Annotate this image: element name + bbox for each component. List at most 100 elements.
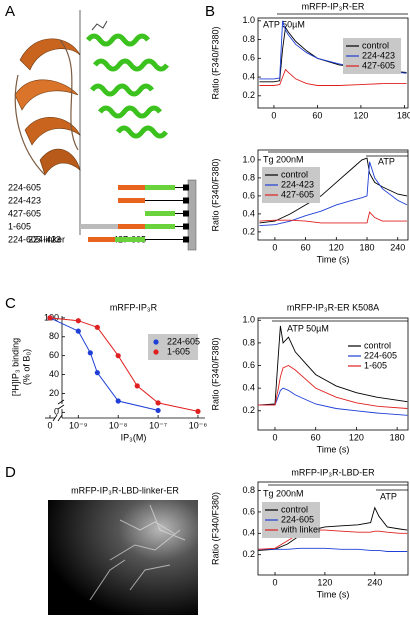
legend-label: control <box>281 504 308 514</box>
y-tick-label: 40 <box>49 369 59 379</box>
micrograph <box>48 500 198 615</box>
y-tick-label: 0.4 <box>242 383 255 393</box>
annotation: Tg 200nM <box>263 488 304 498</box>
y-axis-label: Ratio (F340/F380) <box>210 337 220 410</box>
y-tick-label: 0.8 <box>242 172 255 182</box>
series-line <box>258 506 408 551</box>
y-tick-label: 20 <box>49 388 59 398</box>
legend-label: 224-423 <box>362 50 395 60</box>
y-tick-label: 0.2 <box>242 90 255 100</box>
legend-label: control <box>364 340 391 350</box>
x-tick-label: 120 <box>353 110 368 120</box>
legend-box <box>148 334 198 360</box>
y-tick-label: 0.4 <box>242 528 255 538</box>
data-point <box>75 328 81 334</box>
x-tick-label: 10⁻⁶ <box>189 420 208 430</box>
legend-label: 224-605 <box>364 350 397 360</box>
plot-frame <box>257 149 409 241</box>
x-tick-label: 180 <box>390 432 405 442</box>
y-axis-label: Ratio (F340/F380) <box>210 26 220 99</box>
data-point <box>75 318 81 324</box>
annotation: ATP 50µM <box>287 323 329 333</box>
y-tick-label: 0.4 <box>242 71 255 81</box>
legend-label: with linker <box>280 524 321 534</box>
x-tick-label: 180 <box>360 242 375 252</box>
y-tick-label: 0.2 <box>242 549 255 559</box>
y-tick-label: 0.6 <box>242 190 255 200</box>
annotation: ATP <box>378 156 395 166</box>
x-tick-label: 60 <box>311 432 321 442</box>
y-tick-label: 0.8 <box>242 34 255 44</box>
chart-title: mRFP-IP₃R <box>110 302 158 312</box>
x-tick-label: 60 <box>312 110 322 120</box>
series-line <box>258 364 408 409</box>
y-tick-label: 1.0 <box>242 315 255 325</box>
x-tick-label: 180 <box>397 110 410 120</box>
data-point <box>94 370 100 376</box>
chart-title: mRFP-IP₃R-ER K508A <box>287 302 379 312</box>
y-tick-label: 1.0 <box>242 154 255 164</box>
series-line <box>259 211 407 224</box>
legend-label: control <box>281 169 308 179</box>
legend-label: 1-605 <box>364 360 387 370</box>
x-tick-label: 0 <box>272 432 277 442</box>
annotation: ATP <box>380 491 397 501</box>
data-point <box>195 408 201 414</box>
construct-diagram <box>80 179 197 251</box>
panel-letter: C <box>5 295 16 312</box>
data-point <box>115 398 121 404</box>
y-axis-label: Ratio (F340/F380) <box>210 158 220 231</box>
y-axis-label: [³H]IP₃ binding <box>10 338 20 396</box>
x-tick-label: 120 <box>349 432 364 442</box>
panel-letter: D <box>5 464 16 481</box>
y-tick-label: 0.2 <box>242 405 255 415</box>
x-axis-label: IP₃(M) <box>121 432 147 442</box>
construct-label: 224-605 <box>8 182 41 192</box>
legend-marker <box>153 339 159 345</box>
y-tick-label: 1.0 <box>242 15 255 25</box>
y-tick-label: 0.2 <box>242 226 255 236</box>
x-tick-label: 10⁻⁹ <box>69 420 88 430</box>
data-point <box>115 353 121 359</box>
series-line <box>258 547 408 552</box>
y-tick-label: 0 <box>54 407 59 417</box>
plot-frame <box>257 481 409 576</box>
domain-label: 224-423 <box>28 234 61 244</box>
y-tick-label: 0.8 <box>242 485 255 495</box>
construct-label: 224-423 <box>8 195 41 205</box>
legend-marker <box>153 349 159 355</box>
data-point <box>87 350 93 356</box>
construct-label: 1-605 <box>8 221 31 231</box>
panel-letter: A <box>5 3 15 20</box>
y-tick-label: 0.8 <box>242 337 255 347</box>
y-axis-label: (% of B₀) <box>21 349 31 385</box>
x-tick-label: 0 <box>273 577 278 587</box>
y-tick-label: 0.4 <box>242 208 255 218</box>
series-line <box>49 317 199 412</box>
chart-title: mRFP-IP₃R-LBD-ER <box>291 467 375 477</box>
data-point <box>155 407 161 414</box>
plot-frame <box>257 317 409 431</box>
x-tick-label: 10⁻⁷ <box>149 420 167 430</box>
series-line <box>49 317 159 411</box>
legend-label: 224-605 <box>281 514 314 524</box>
series-line <box>259 68 407 86</box>
data-point <box>94 324 100 330</box>
legend-label: 427-605 <box>362 60 395 70</box>
x-tick-label: 120 <box>317 577 332 587</box>
x-tick-label: 240 <box>390 242 405 252</box>
series-line <box>258 387 408 416</box>
axis-break <box>52 399 65 422</box>
x-tick-label: 120 <box>329 242 344 252</box>
data-point <box>47 315 53 321</box>
x-tick-label: 10⁻⁸ <box>109 420 128 430</box>
protein-structure <box>14 10 169 235</box>
legend-label: 224-423 <box>281 179 314 189</box>
data-point <box>155 400 161 406</box>
y-axis-label: Ratio (F340/F380) <box>210 492 220 565</box>
y-tick-label: 80 <box>49 331 59 341</box>
legend-label: 1-605 <box>167 346 190 356</box>
x-axis-label: Time (s) <box>317 444 350 454</box>
chart-title: mRFP-IP₃R-ER <box>302 1 365 11</box>
